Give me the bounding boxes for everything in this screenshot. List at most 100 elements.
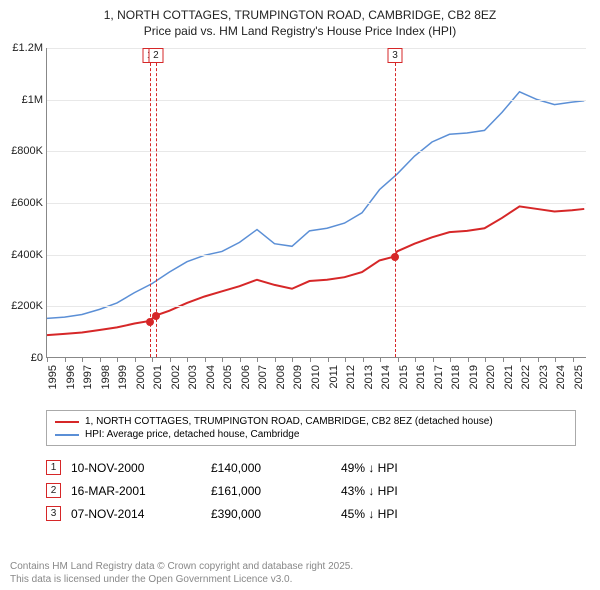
y-axis-label: £1M [22,94,47,106]
chart-title: 1, NORTH COTTAGES, TRUMPINGTON ROAD, CAM… [0,0,600,43]
series-line-hpi [47,92,584,319]
sale-row: 307-NOV-2014£390,00045% ↓ HPI [46,502,576,525]
x-tick [363,357,364,362]
x-axis-label: 2007 [257,365,269,389]
x-tick [485,357,486,362]
x-axis-label: 1996 [65,365,77,389]
x-tick [520,357,521,362]
x-axis-label: 2004 [205,365,217,389]
sale-row-price: £390,000 [211,507,331,521]
x-tick [310,357,311,362]
x-tick [205,357,206,362]
x-axis-label: 2017 [433,365,445,389]
legend-swatch [55,421,79,423]
legend-swatch [55,434,79,436]
x-tick [292,357,293,362]
x-axis-label: 2022 [520,365,532,389]
x-tick [328,357,329,362]
x-tick [555,357,556,362]
sale-row-diff: 49% ↓ HPI [341,461,461,475]
x-axis-label: 2009 [292,365,304,389]
legend-row: 1, NORTH COTTAGES, TRUMPINGTON ROAD, CAM… [55,415,567,428]
sale-point [391,253,399,261]
x-tick [82,357,83,362]
sale-row-number: 3 [46,506,61,521]
x-axis-label: 1998 [100,365,112,389]
x-tick [415,357,416,362]
sale-row-number: 2 [46,483,61,498]
x-tick [275,357,276,362]
x-axis-label: 2003 [187,365,199,389]
x-axis-label: 2010 [310,365,322,389]
x-axis-label: 2016 [415,365,427,389]
x-tick [135,357,136,362]
x-axis-label: 2018 [450,365,462,389]
x-axis-label: 2006 [240,365,252,389]
x-axis-label: 2001 [152,365,164,389]
sale-row-price: £140,000 [211,461,331,475]
x-tick [538,357,539,362]
y-axis-label: £600K [11,197,47,209]
sale-row-date: 16-MAR-2001 [71,484,201,498]
x-axis-label: 2008 [275,365,287,389]
title-line-2: Price paid vs. HM Land Registry's House … [4,24,596,40]
y-axis-label: £200K [11,300,47,312]
x-tick [240,357,241,362]
x-tick [450,357,451,362]
x-axis-label: 2021 [503,365,515,389]
sale-row-date: 10-NOV-2000 [71,461,201,475]
x-tick [398,357,399,362]
x-axis-label: 2023 [538,365,550,389]
chart-svg [47,48,586,357]
footer-line-1: Contains HM Land Registry data © Crown c… [10,560,353,573]
x-axis-label: 2020 [485,365,497,389]
x-tick [380,357,381,362]
legend-row: HPI: Average price, detached house, Camb… [55,428,567,441]
sale-marker-number: 3 [388,48,403,63]
sale-marker-line [395,48,396,357]
x-axis-label: 1995 [47,365,59,389]
x-tick [573,357,574,362]
sales-table: 1 10-NOV-2000 £140,000 49% ↓ HPI 2 16-MAR-200… [46,456,576,525]
x-axis-label: 2005 [222,365,234,389]
sale-row: 2 16-MAR-2001 £161,000 43% ↓ HPI [46,479,576,502]
x-axis-label: 2025 [573,365,585,389]
sale-row-price: £161,000 [211,484,331,498]
sale-row-diff: 43% ↓ HPI [341,484,461,498]
sale-row-diff: 45% ↓ HPI [341,507,461,521]
x-tick [152,357,153,362]
legend: 1, NORTH COTTAGES, TRUMPINGTON ROAD, CAM… [46,410,576,446]
legend-label: 1, NORTH COTTAGES, TRUMPINGTON ROAD, CAM… [85,416,493,427]
legend-label: HPI: Average price, detached house, Camb… [85,429,299,440]
chart-plot-area: £0£200K£400K£600K£800K£1M£1.2M1995199619… [46,48,586,358]
x-axis-label: 1997 [82,365,94,389]
footer-credits: Contains HM Land Registry data © Crown c… [10,560,353,586]
x-axis-label: 2019 [468,365,480,389]
x-tick [345,357,346,362]
sale-row-number: 1 [46,460,61,475]
sale-marker-number: 2 [148,48,163,63]
x-axis-label: 2015 [398,365,410,389]
sale-point [152,312,160,320]
x-tick [222,357,223,362]
x-axis-label: 2002 [170,365,182,389]
x-tick [468,357,469,362]
y-axis-label: £1.2M [12,42,47,54]
x-axis-label: 2013 [363,365,375,389]
title-line-1: 1, NORTH COTTAGES, TRUMPINGTON ROAD, CAM… [4,8,596,24]
x-tick [433,357,434,362]
sale-row: 1 10-NOV-2000 £140,000 49% ↓ HPI [46,456,576,479]
x-tick [100,357,101,362]
x-axis-label: 2024 [555,365,567,389]
y-axis-label: £0 [31,352,47,364]
x-axis-label: 1999 [117,365,129,389]
x-tick [170,357,171,362]
y-axis-label: £800K [11,145,47,157]
y-axis-label: £400K [11,249,47,261]
x-tick [187,357,188,362]
x-tick [65,357,66,362]
x-axis-label: 2014 [380,365,392,389]
x-tick [257,357,258,362]
x-axis-label: 2012 [345,365,357,389]
series-line-price_paid [47,206,584,335]
